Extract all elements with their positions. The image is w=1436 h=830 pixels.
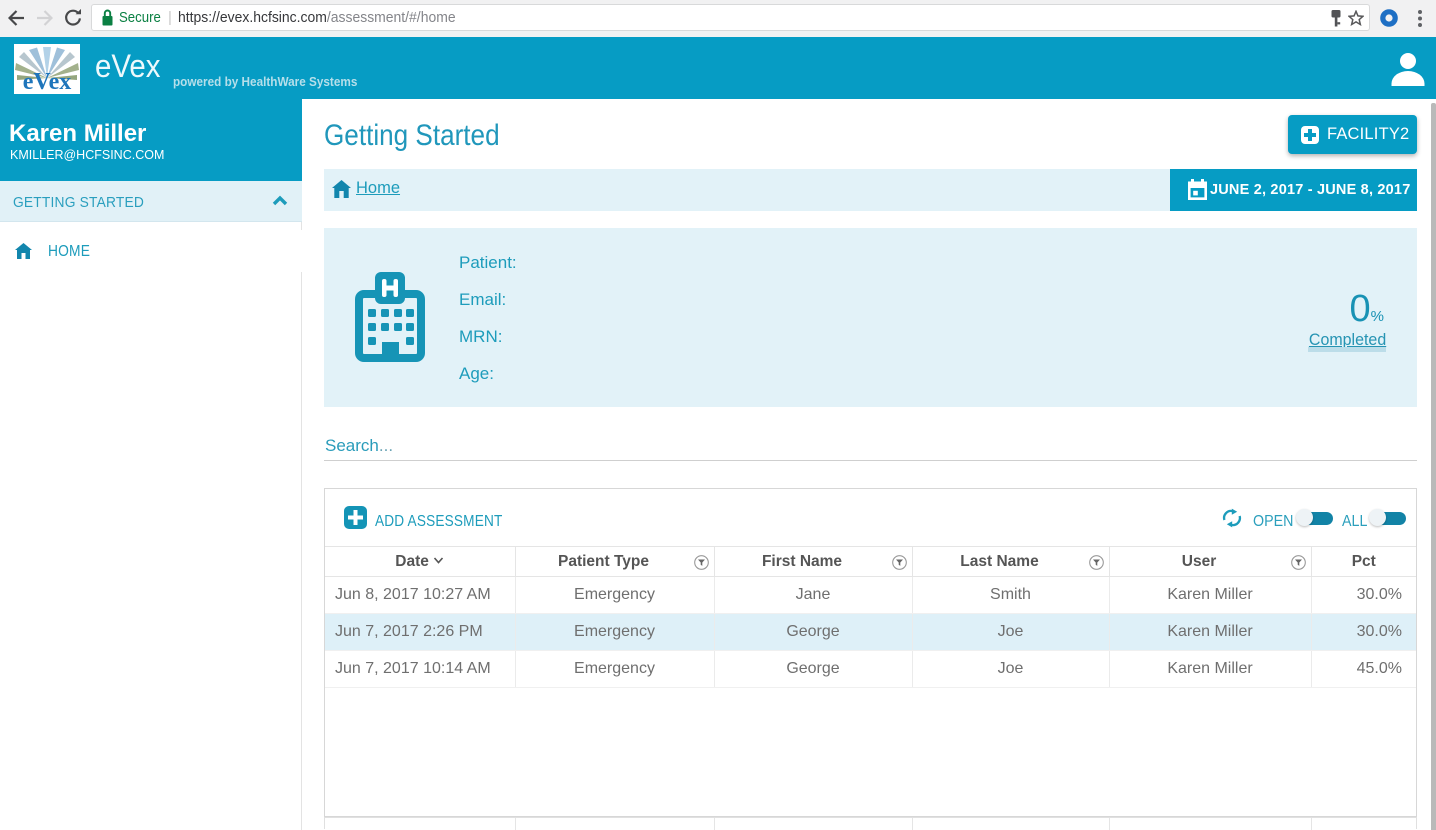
svg-text:eVex: eVex (23, 69, 71, 94)
